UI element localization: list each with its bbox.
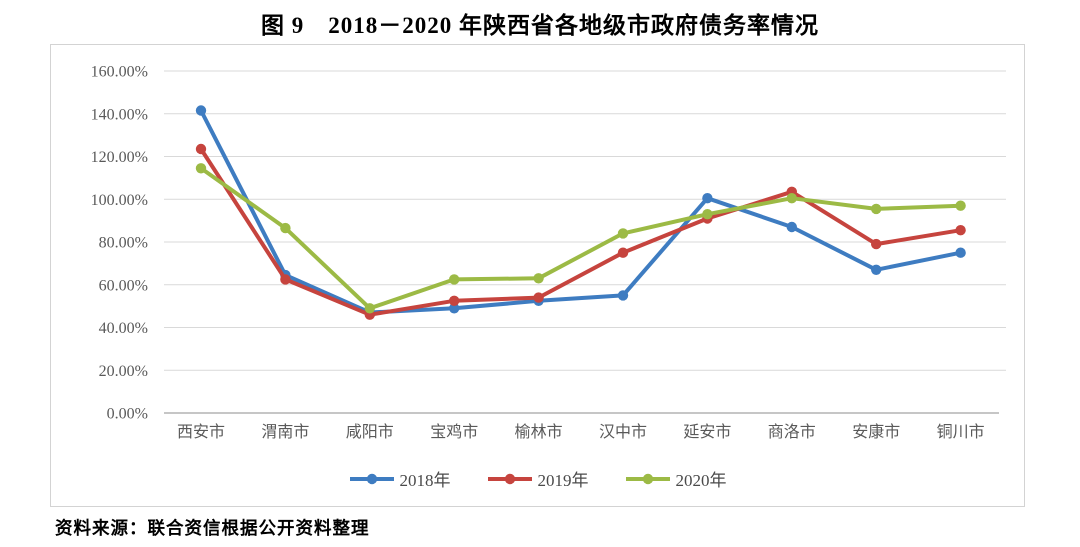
x-tick-label: 宝鸡市 bbox=[430, 423, 478, 441]
series-line bbox=[199, 108, 963, 315]
x-tick-label: 安康市 bbox=[852, 423, 900, 441]
series-line bbox=[199, 166, 963, 311]
legend-marker-icon bbox=[625, 473, 670, 484]
data-point bbox=[449, 295, 460, 306]
data-point bbox=[280, 274, 291, 285]
data-point bbox=[617, 290, 629, 301]
data-point bbox=[533, 292, 544, 303]
data-point bbox=[871, 264, 882, 275]
y-tick-label: 60.00% bbox=[99, 277, 148, 294]
y-tick-label: 160.00% bbox=[91, 64, 148, 81]
y-tick-label: 120.00% bbox=[91, 149, 148, 166]
data-point bbox=[533, 273, 544, 284]
data-point bbox=[195, 163, 207, 174]
x-tick-label: 榆林市 bbox=[515, 423, 563, 441]
y-tick-label: 0.00% bbox=[107, 406, 148, 423]
data-point bbox=[702, 193, 713, 204]
legend-item: 2018年 bbox=[349, 466, 451, 491]
data-point bbox=[786, 221, 797, 233]
legend-item: 2020年 bbox=[625, 466, 727, 491]
x-tick-label: 延安市 bbox=[683, 423, 731, 441]
data-point bbox=[871, 203, 882, 215]
data-point bbox=[195, 105, 207, 116]
legend-label: 2018年 bbox=[399, 471, 451, 490]
data-point bbox=[449, 303, 460, 314]
legend-marker-icon bbox=[487, 473, 532, 484]
x-tick-label: 汉中市 bbox=[599, 423, 647, 441]
data-point bbox=[617, 247, 629, 258]
y-tick-label: 20.00% bbox=[99, 363, 148, 380]
legend-marker-icon bbox=[349, 473, 394, 484]
x-tick-label: 商洛市 bbox=[768, 423, 816, 441]
y-tick-label: 40.00% bbox=[99, 320, 148, 337]
x-tick-label: 渭南市 bbox=[261, 423, 309, 441]
chart-legend: 2018年 2019年 2020年 bbox=[51, 466, 1024, 491]
chart-title: 图 9 2018－2020 年陕西省各地级市政府债务率情况 bbox=[261, 13, 819, 38]
data-point bbox=[871, 238, 882, 250]
chart-area: 0.00% 20.00% 40.00% 60.00% 80.00% 100.00% 120.… bbox=[50, 44, 1025, 507]
data-point bbox=[786, 193, 797, 204]
y-tick-label: 100.00% bbox=[91, 192, 148, 209]
data-point bbox=[617, 228, 629, 239]
plot-svg: 0.00% 20.00% 40.00% 60.00% 80.00% 100.00% 120.… bbox=[91, 64, 1006, 441]
data-point bbox=[955, 247, 966, 258]
x-tick-label: 咸阳市 bbox=[346, 423, 394, 441]
data-point bbox=[955, 200, 966, 211]
data-point bbox=[702, 209, 713, 220]
source-note: 资料来源：联合资信根据公开资料整理 bbox=[55, 518, 370, 538]
data-point bbox=[955, 225, 966, 236]
data-point bbox=[449, 274, 460, 285]
data-point bbox=[195, 143, 207, 155]
x-tick-label: 西安市 bbox=[177, 423, 225, 441]
legend-label: 2020年 bbox=[675, 471, 727, 490]
legend-label: 2019年 bbox=[537, 471, 589, 490]
y-tick-label: 80.00% bbox=[99, 235, 148, 252]
series-line bbox=[199, 147, 963, 317]
x-tick-label: 铜川市 bbox=[937, 423, 985, 441]
data-point bbox=[364, 303, 375, 314]
data-point bbox=[280, 222, 291, 234]
y-tick-label: 140.00% bbox=[91, 106, 148, 123]
legend-item: 2019年 bbox=[487, 466, 589, 491]
